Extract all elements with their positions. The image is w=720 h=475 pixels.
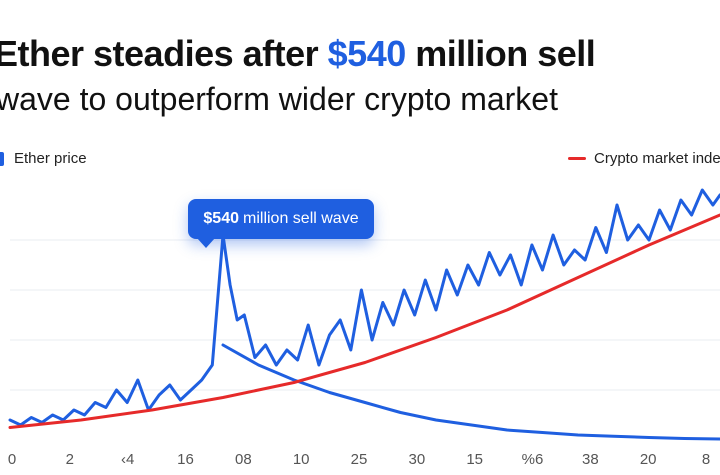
annotation-text: million sell wave xyxy=(243,210,359,227)
chart-title: Ether steadies after $540 million sell w… xyxy=(0,30,720,120)
title-part-2: million sell xyxy=(405,33,596,74)
annotation-callout: $540 million sell wave xyxy=(188,199,374,239)
annotation-amount: $540 xyxy=(203,210,239,227)
legend-crypto: Crypto market inde xyxy=(568,150,720,167)
series-line-1 xyxy=(221,343,720,441)
x-tick-label: ‹4 xyxy=(121,451,134,468)
title-part-1: Ether steadies after xyxy=(0,33,328,74)
annotation-pointer xyxy=(197,238,215,248)
x-tick-label: 8 xyxy=(702,451,710,468)
x-tick-label: 30 xyxy=(408,451,425,468)
x-tick-label: 0 xyxy=(8,451,16,468)
title-highlight: $540 xyxy=(327,33,407,74)
legend-ether: Ether price xyxy=(0,150,87,167)
x-tick-label: 20 xyxy=(640,451,657,468)
x-tick-label: 2 xyxy=(66,451,74,468)
legend-ether-swatch xyxy=(0,151,4,166)
legend-crypto-swatch xyxy=(568,157,586,160)
x-tick-label: 25 xyxy=(351,451,368,468)
x-tick-label: 38 xyxy=(582,451,599,468)
x-tick-label: 08 xyxy=(235,451,252,468)
series-line-2 xyxy=(8,213,720,429)
title-line-2: wave to outperform wider crypto market xyxy=(0,81,558,117)
series-line-0 xyxy=(8,188,720,427)
title-line-1: Ether steadies after $540 million sell xyxy=(0,30,720,78)
legend-ether-label: Ether price xyxy=(14,150,87,167)
legend-crypto-label: Crypto market inde xyxy=(594,150,720,167)
x-tick-label: 10 xyxy=(293,451,310,468)
x-tick-label: 15 xyxy=(466,451,483,468)
x-tick-label: 16 xyxy=(177,451,194,468)
x-tick-label: %6 xyxy=(522,451,544,468)
